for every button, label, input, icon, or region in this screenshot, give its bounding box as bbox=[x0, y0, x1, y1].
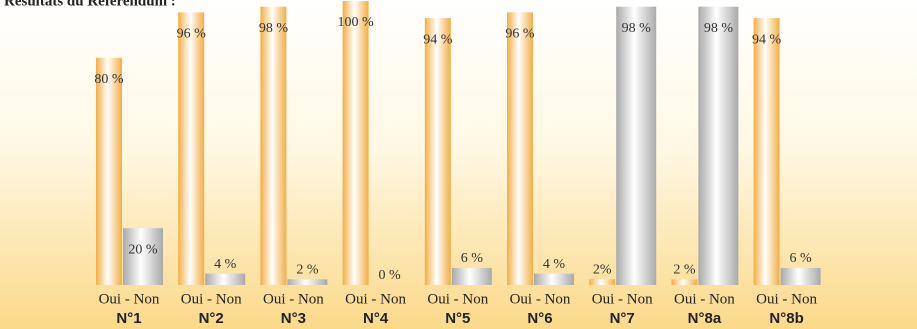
group-caption: Oui - Non bbox=[263, 291, 324, 307]
value-label: 94 % bbox=[423, 32, 453, 47]
value-label: 100 % bbox=[338, 15, 375, 30]
value-label: 2% bbox=[593, 263, 612, 278]
value-label: 98 % bbox=[704, 21, 734, 36]
value-label: 20 % bbox=[128, 242, 158, 257]
x-tick-label: N°8a bbox=[688, 310, 722, 327]
x-tick-label: N°5 bbox=[445, 310, 470, 327]
group-caption: Oui - Non bbox=[99, 291, 160, 307]
bar bbox=[178, 12, 205, 286]
bar bbox=[424, 18, 451, 285]
bar bbox=[616, 6, 657, 286]
bar bbox=[451, 267, 492, 285]
x-tick-label: N°2 bbox=[199, 310, 224, 327]
value-label: 80 % bbox=[94, 72, 124, 87]
value-label: 2 % bbox=[296, 263, 319, 278]
bar bbox=[260, 6, 287, 286]
bar bbox=[205, 273, 246, 285]
group-caption: Oui - Non bbox=[345, 291, 406, 307]
x-tick-label: N°1 bbox=[116, 310, 141, 327]
x-tick-label: N°8b bbox=[769, 310, 803, 327]
value-label: 4 % bbox=[214, 257, 237, 272]
bar bbox=[589, 279, 616, 285]
value-label: 98 % bbox=[259, 21, 289, 36]
bar bbox=[507, 12, 533, 286]
x-tick-label: N°6 bbox=[527, 310, 552, 327]
value-label: 98 % bbox=[622, 21, 652, 36]
bar bbox=[123, 228, 163, 285]
group-caption: Oui - Non bbox=[592, 291, 653, 307]
bar bbox=[534, 273, 574, 285]
bar bbox=[753, 18, 780, 285]
value-label: 96 % bbox=[505, 27, 535, 42]
x-tick-label: N°7 bbox=[610, 310, 635, 327]
value-label: 4 % bbox=[543, 257, 566, 272]
bar bbox=[342, 1, 369, 285]
value-label: 6 % bbox=[790, 251, 813, 266]
group-caption: Oui - Non bbox=[756, 291, 817, 307]
bar bbox=[780, 267, 821, 285]
bar bbox=[287, 279, 328, 285]
group-caption: Oui - Non bbox=[674, 291, 735, 307]
bar bbox=[671, 279, 698, 285]
bar bbox=[96, 57, 122, 285]
chart-title: Résultats du Référendum : bbox=[4, 0, 176, 9]
x-tick-label: N°3 bbox=[281, 310, 306, 327]
group-caption: Oui - Non bbox=[181, 291, 242, 307]
value-label: 94 % bbox=[752, 32, 782, 47]
group-caption: Oui - Non bbox=[510, 291, 571, 307]
value-label: 0 % bbox=[379, 268, 402, 283]
value-label: 96 % bbox=[177, 27, 207, 42]
value-label: 6 % bbox=[461, 251, 484, 266]
x-tick-label: N°4 bbox=[363, 310, 389, 327]
bar bbox=[698, 6, 739, 286]
group-caption: Oui - Non bbox=[427, 291, 488, 307]
value-label: 2 % bbox=[673, 263, 696, 278]
